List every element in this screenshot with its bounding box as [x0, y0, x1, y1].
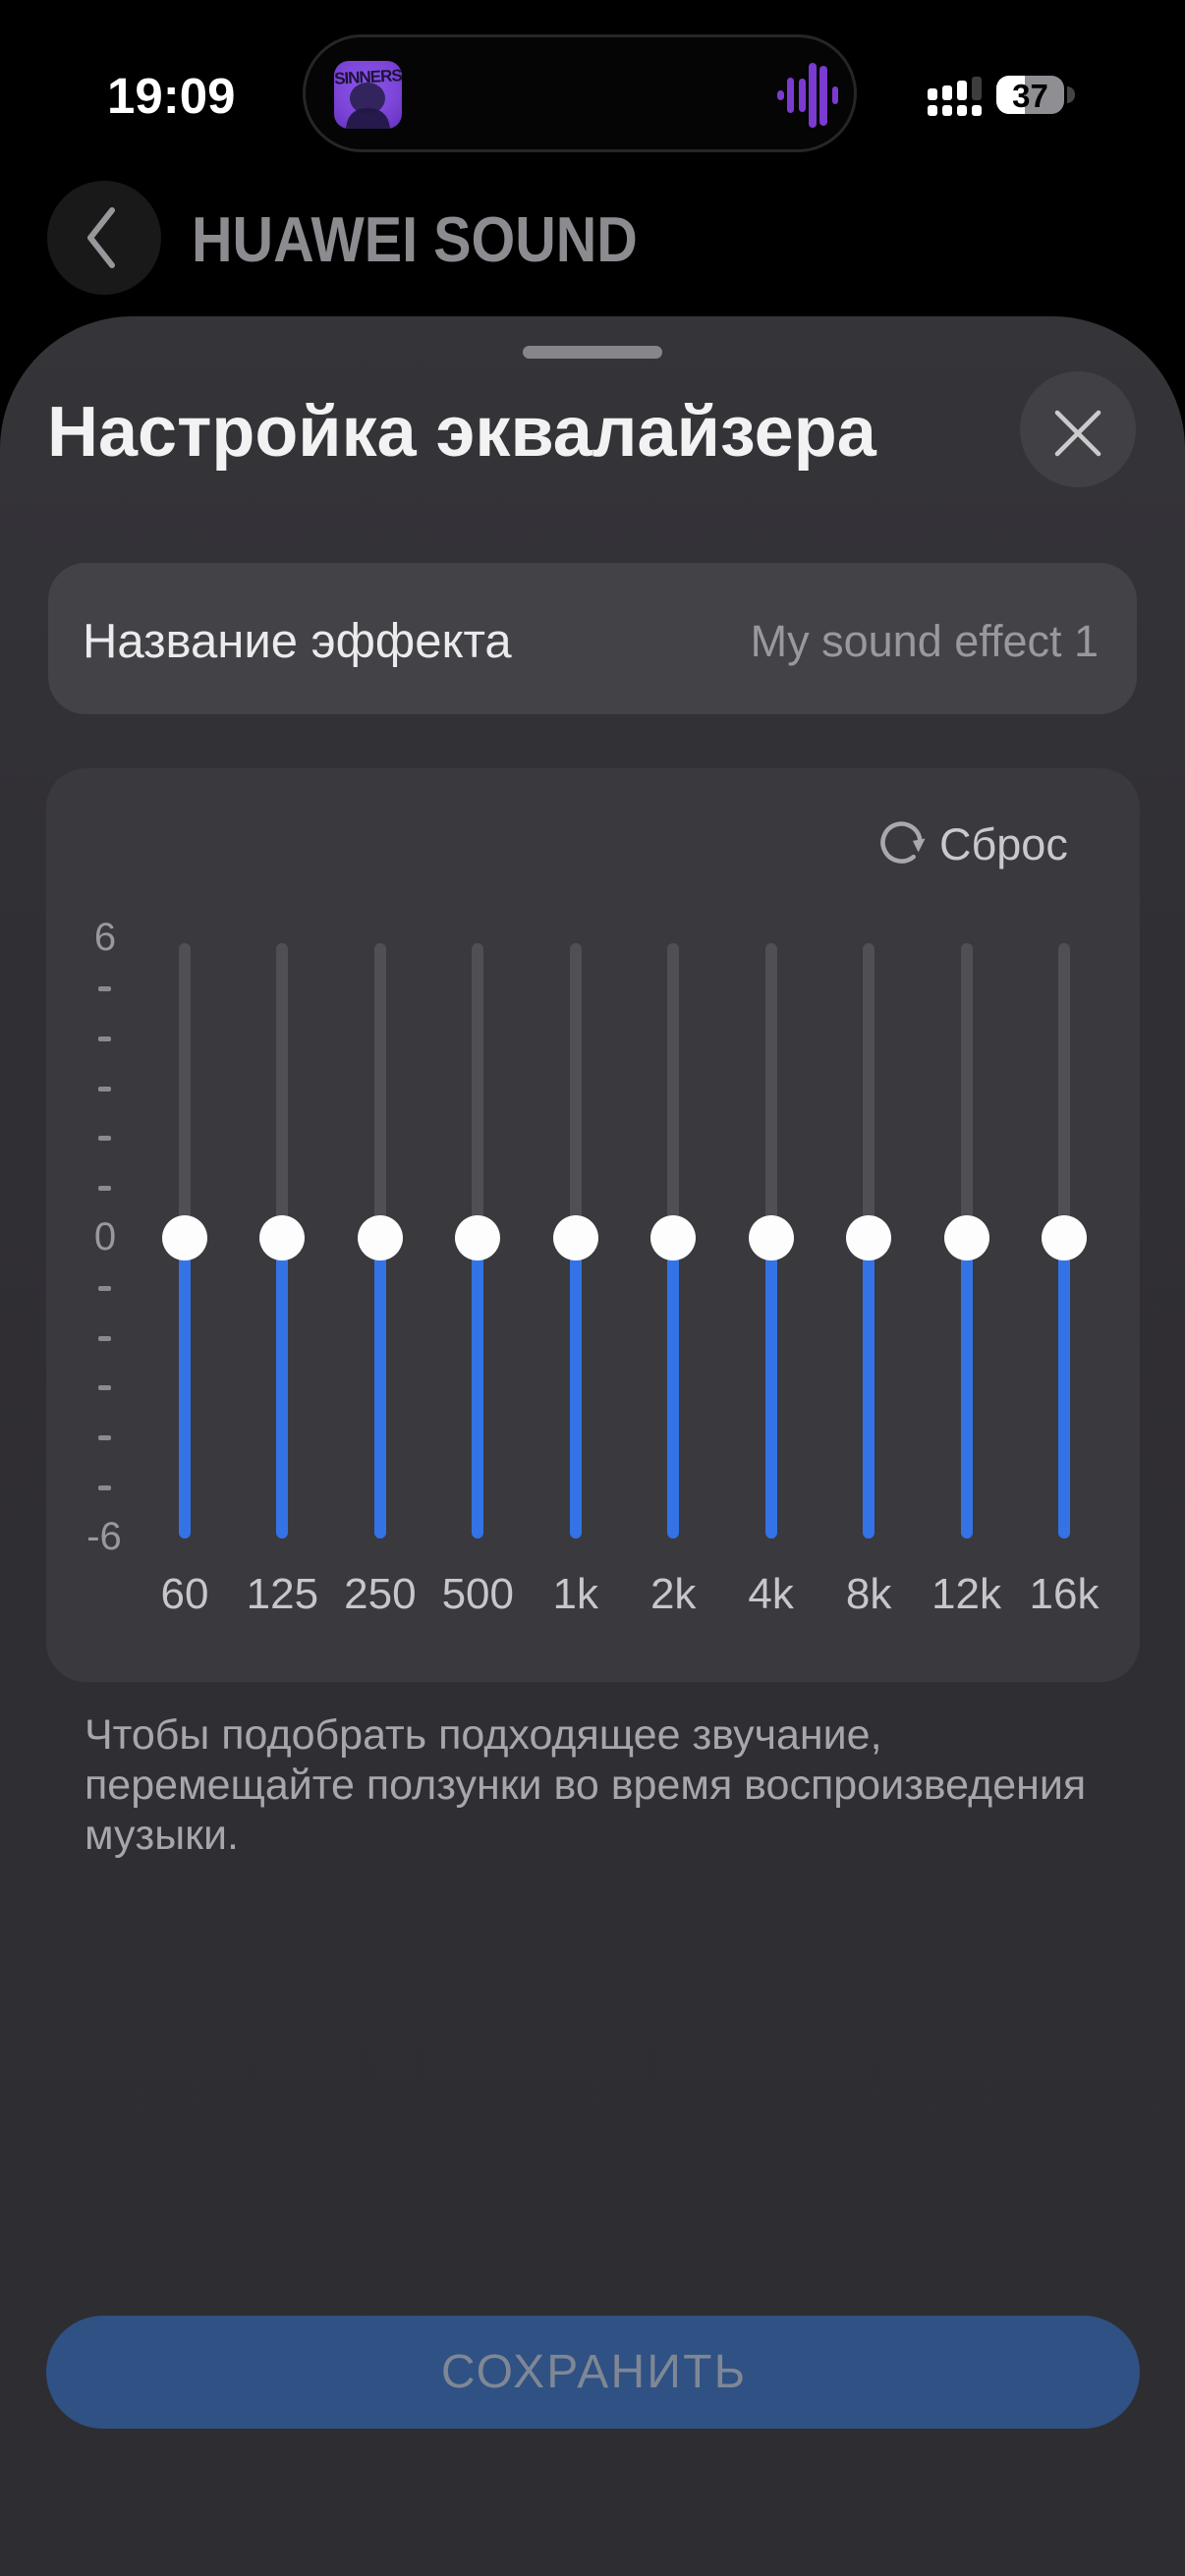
svg-text:SINNERS: SINNERS [334, 66, 402, 88]
